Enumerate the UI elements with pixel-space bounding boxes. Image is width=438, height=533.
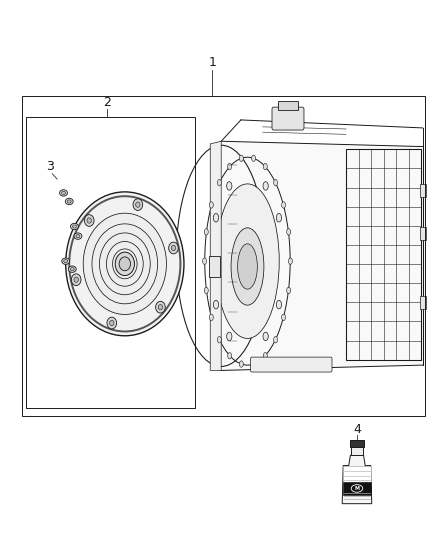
Bar — [343, 481, 371, 495]
Text: 3: 3 — [46, 160, 54, 173]
Ellipse shape — [66, 192, 184, 336]
Bar — [346, 149, 421, 360]
Ellipse shape — [240, 155, 244, 161]
Ellipse shape — [65, 198, 73, 205]
Ellipse shape — [202, 258, 207, 264]
Circle shape — [115, 252, 134, 276]
Ellipse shape — [226, 332, 232, 341]
Ellipse shape — [61, 191, 65, 195]
Text: 2: 2 — [103, 96, 111, 109]
Ellipse shape — [209, 314, 213, 320]
Ellipse shape — [217, 336, 221, 343]
Ellipse shape — [231, 228, 264, 305]
Ellipse shape — [228, 164, 232, 170]
Circle shape — [107, 317, 117, 329]
Circle shape — [171, 245, 176, 251]
Ellipse shape — [287, 287, 291, 294]
Circle shape — [85, 215, 94, 227]
Ellipse shape — [209, 202, 213, 208]
Ellipse shape — [274, 180, 278, 186]
Ellipse shape — [288, 258, 292, 264]
Ellipse shape — [237, 244, 257, 289]
Ellipse shape — [60, 190, 67, 196]
Ellipse shape — [274, 336, 278, 343]
Circle shape — [169, 242, 178, 254]
Ellipse shape — [213, 213, 219, 222]
Ellipse shape — [70, 268, 74, 271]
Circle shape — [133, 199, 143, 211]
Circle shape — [87, 218, 92, 223]
Bar — [420, 227, 426, 240]
Ellipse shape — [228, 352, 232, 359]
Circle shape — [158, 304, 162, 310]
Bar — [351, 447, 363, 455]
Polygon shape — [210, 141, 221, 370]
Ellipse shape — [240, 361, 244, 367]
Ellipse shape — [251, 361, 255, 367]
Bar — [26, 117, 195, 408]
Ellipse shape — [217, 180, 221, 186]
Bar — [420, 184, 426, 197]
Bar — [209, 256, 220, 277]
Bar — [350, 440, 364, 447]
Ellipse shape — [67, 200, 71, 203]
Ellipse shape — [226, 182, 232, 190]
Ellipse shape — [73, 225, 77, 228]
Ellipse shape — [68, 266, 76, 272]
Circle shape — [119, 257, 131, 271]
Ellipse shape — [282, 314, 286, 320]
Ellipse shape — [263, 332, 268, 341]
Text: 4: 4 — [353, 423, 361, 435]
Ellipse shape — [282, 202, 286, 208]
Polygon shape — [342, 455, 372, 504]
Circle shape — [155, 301, 165, 313]
Ellipse shape — [287, 229, 291, 235]
Ellipse shape — [204, 287, 208, 294]
FancyBboxPatch shape — [251, 357, 332, 372]
Ellipse shape — [215, 184, 279, 338]
Text: 1: 1 — [208, 56, 216, 69]
Bar — [278, 101, 298, 110]
Ellipse shape — [263, 164, 267, 170]
Bar — [22, 96, 425, 416]
Ellipse shape — [213, 301, 219, 309]
Ellipse shape — [64, 260, 67, 263]
Circle shape — [74, 277, 78, 282]
Ellipse shape — [263, 182, 268, 190]
Ellipse shape — [276, 301, 282, 309]
Bar — [343, 466, 371, 481]
Ellipse shape — [74, 233, 82, 239]
Circle shape — [136, 202, 140, 207]
FancyBboxPatch shape — [272, 107, 304, 130]
Ellipse shape — [76, 235, 80, 238]
Ellipse shape — [62, 258, 70, 264]
Ellipse shape — [71, 223, 78, 230]
Text: M: M — [354, 486, 360, 491]
Circle shape — [110, 320, 114, 326]
Ellipse shape — [263, 352, 267, 359]
Ellipse shape — [251, 155, 255, 161]
Circle shape — [71, 274, 81, 286]
Bar — [420, 296, 426, 309]
Polygon shape — [221, 141, 423, 370]
Ellipse shape — [204, 229, 208, 235]
Ellipse shape — [83, 213, 166, 314]
Ellipse shape — [276, 213, 282, 222]
